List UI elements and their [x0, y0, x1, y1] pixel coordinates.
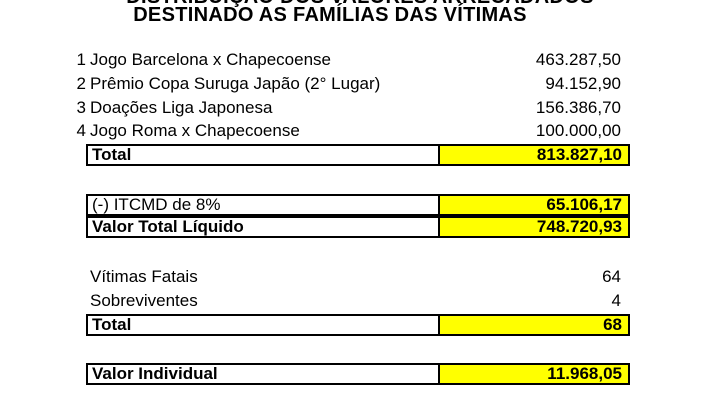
cut-off-heading: DISTRIBUIÇÃO DOS VALORES ARRECADADOS [0, 0, 720, 9]
income-total-row: Total 813.827,10 [86, 144, 630, 166]
income-total-value: 813.827,10 [440, 146, 628, 164]
net-total-value: 748.720,93 [440, 218, 628, 236]
victims-row-2: Sobreviventes 4 [72, 289, 627, 313]
row-value: 100.000,00 [535, 121, 621, 140]
row-value: 94.152,90 [545, 74, 621, 93]
income-row-3: 3 Doações Liga Japonesa 156.386,70 [72, 96, 627, 120]
itcmd-label: (-) ITCMD de 8% [88, 196, 440, 214]
income-row-1: 1 Jogo Barcelona x Chapecoense 463.287,5… [72, 48, 627, 72]
row-label: Prêmio Copa Suruga Japão (2° Lugar) [90, 74, 381, 93]
row-number: 2 [76, 74, 86, 93]
row-label: Sobreviventes [90, 291, 198, 310]
income-total-label: Total [88, 146, 440, 164]
victims-total-row: Total 68 [86, 314, 630, 336]
row-number: 3 [76, 98, 86, 117]
individual-value-row: Valor Individual 11.968,05 [86, 363, 630, 385]
row-value: 156.386,70 [535, 98, 621, 117]
individual-value-label: Valor Individual [88, 365, 440, 383]
victims-total-value: 68 [440, 316, 628, 334]
page-title: DESTINADO AS FAMÍLIAS DAS VÍTIMAS [133, 4, 527, 26]
itcmd-value: 65.106,17 [440, 196, 628, 214]
row-label: Jogo Roma x Chapecoense [90, 121, 300, 140]
income-row-2: 2 Prêmio Copa Suruga Japão (2° Lugar) 94… [72, 72, 627, 96]
row-label: Doações Liga Japonesa [90, 98, 273, 117]
row-label: Jogo Barcelona x Chapecoense [90, 50, 331, 69]
row-value: 463.287,50 [535, 50, 621, 69]
row-value: 64 [602, 267, 621, 286]
net-total-row: Valor Total Líquido 748.720,93 [86, 216, 630, 238]
row-value: 4 [611, 291, 621, 310]
victims-row-1: Vítimas Fatais 64 [72, 265, 627, 289]
victims-total-label: Total [88, 316, 440, 334]
row-number: 4 [76, 121, 86, 140]
income-row-4: 4 Jogo Roma x Chapecoense 100.000,00 [72, 119, 627, 143]
net-total-label: Valor Total Líquido [88, 218, 440, 236]
row-label: Vítimas Fatais [90, 267, 198, 286]
individual-value-amount: 11.968,05 [440, 365, 628, 383]
row-number: 1 [76, 50, 86, 69]
itcmd-row: (-) ITCMD de 8% 65.106,17 [86, 194, 630, 216]
